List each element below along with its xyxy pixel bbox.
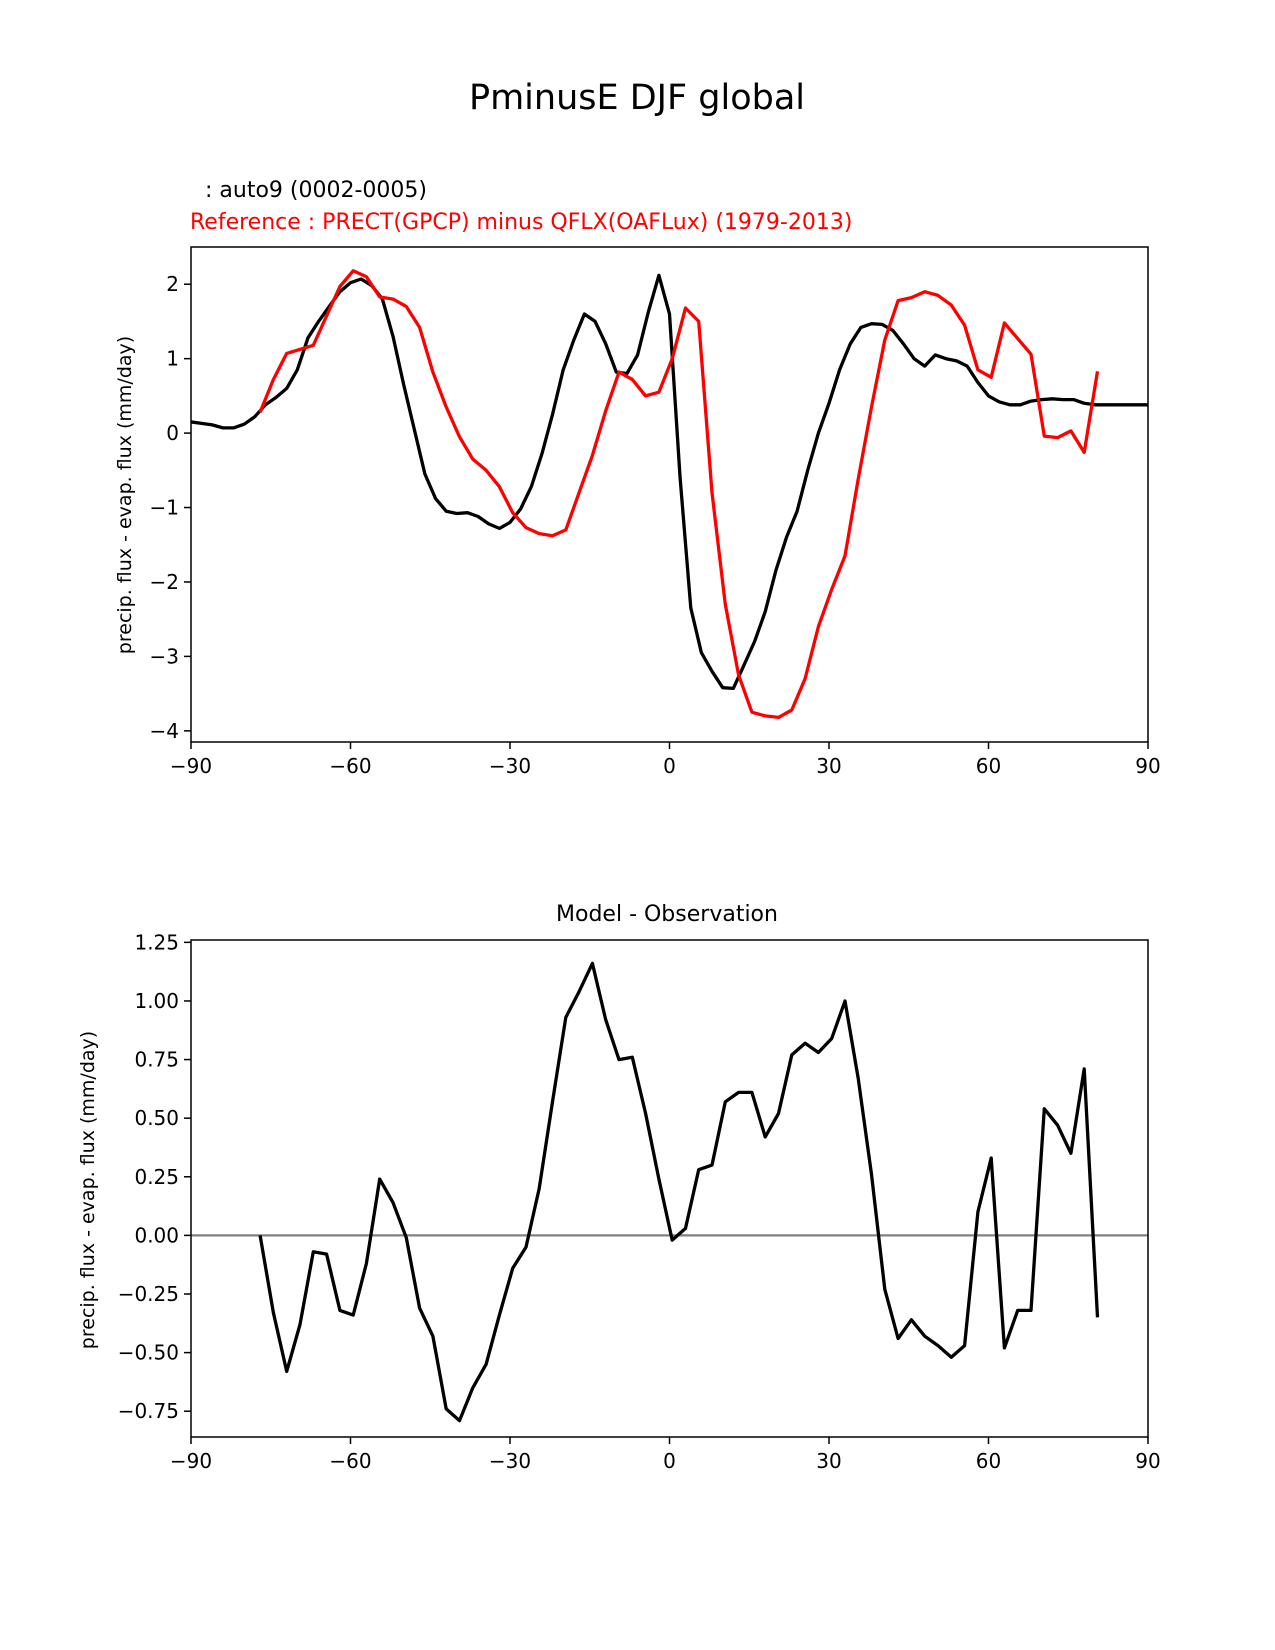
- x-tick-label: 30: [816, 1449, 841, 1473]
- bottom-panel: Model - Observation precip. flux - evap.…: [77, 902, 1161, 1473]
- x-tick-label: 0: [663, 754, 676, 778]
- series-line-primary: [258, 961, 1100, 1423]
- y-tick-label: −1: [150, 496, 179, 520]
- y-tick-label: 2: [166, 272, 179, 296]
- x-tick-label: 60: [976, 754, 1001, 778]
- y-tick-label: 1: [166, 347, 179, 371]
- panel-title: Model - Observation: [556, 902, 778, 927]
- y-tick-label: −0.25: [118, 1282, 179, 1306]
- y-tick-label: 0.25: [134, 1165, 179, 1189]
- y-tick-label: −2: [150, 570, 179, 594]
- x-tick-label: 90: [1135, 1449, 1160, 1473]
- figure-title: PminusE DJF global: [469, 78, 805, 118]
- y-axis-label: precip. flux - evap. flux (mm/day): [77, 1031, 99, 1349]
- y-tick-label: 1.25: [134, 930, 179, 954]
- x-tick-label: −30: [489, 754, 531, 778]
- plot-frame: [190, 939, 1149, 1438]
- y-tick-label: 0.75: [134, 1048, 179, 1072]
- series-line-primary: [191, 273, 1148, 691]
- x-tick-label: −60: [329, 1449, 371, 1473]
- x-tick-label: 60: [976, 1449, 1001, 1473]
- y-tick-label: 1.00: [134, 989, 179, 1013]
- reference-label: Reference : PRECT(GPCP) minus QFLX(OAFLu…: [190, 210, 852, 235]
- y-axis-label: precip. flux - evap. flux (mm/day): [114, 336, 136, 654]
- top-panel: : auto9 (0002-0005) Reference : PRECT(GP…: [114, 178, 1161, 778]
- y-tick-label: −3: [150, 644, 179, 668]
- y-tick-label: 0.50: [134, 1106, 179, 1130]
- y-tick-label: 0.00: [134, 1223, 179, 1247]
- y-tick-label: −0.50: [118, 1341, 179, 1365]
- y-tick-label: −4: [150, 719, 179, 743]
- x-tick-label: −30: [489, 1449, 531, 1473]
- x-tick-label: 0: [663, 1449, 676, 1473]
- series-line-secondary: [258, 269, 1100, 720]
- x-tick-label: −60: [329, 754, 371, 778]
- x-tick-label: −90: [170, 1449, 212, 1473]
- y-tick-label: −0.75: [118, 1399, 179, 1423]
- test-label: : auto9 (0002-0005): [205, 178, 427, 203]
- x-tick-label: 30: [816, 754, 841, 778]
- x-tick-label: 90: [1135, 754, 1160, 778]
- x-tick-label: −90: [170, 754, 212, 778]
- y-tick-label: 0: [166, 421, 179, 445]
